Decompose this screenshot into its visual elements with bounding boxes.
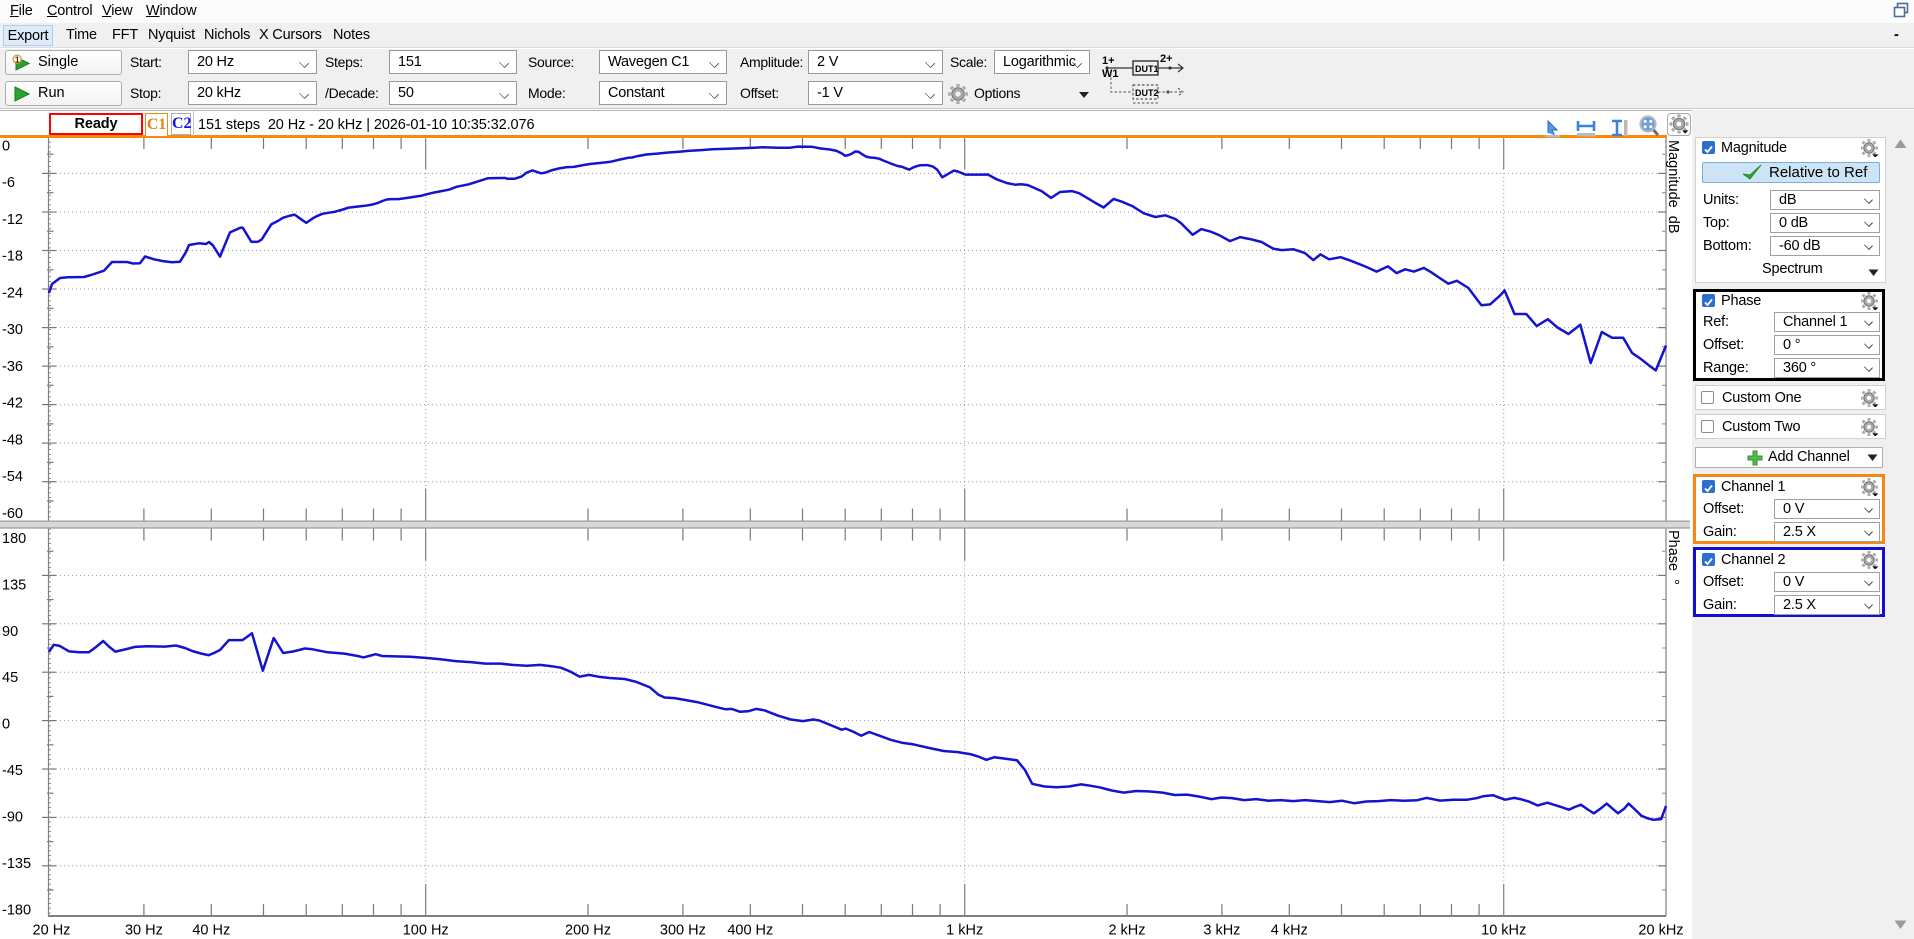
svg-text:3 kHz: 3 kHz	[1203, 923, 1240, 939]
svg-text:40 Hz: 40 Hz	[192, 923, 230, 939]
svg-text:2 kHz: 2 kHz	[1108, 923, 1145, 939]
svg-text:Magnitude dB: Magnitude dB	[1665, 140, 1681, 234]
svg-text:30 Hz: 30 Hz	[125, 923, 163, 939]
svg-text:10 kHz: 10 kHz	[1481, 923, 1526, 939]
svg-text:400 Hz: 400 Hz	[727, 923, 773, 939]
svg-text:-24: -24	[2, 285, 23, 301]
svg-text:-12: -12	[2, 212, 23, 228]
svg-text:4 kHz: 4 kHz	[1271, 923, 1308, 939]
svg-text:1 kHz: 1 kHz	[946, 923, 983, 939]
svg-text:0: 0	[2, 717, 10, 733]
svg-text:20 kHz: 20 kHz	[1638, 923, 1683, 939]
svg-text:-42: -42	[2, 396, 23, 412]
svg-text:DUT1: DUT1	[1135, 64, 1159, 74]
svg-text:-18: -18	[2, 249, 23, 265]
svg-text:0: 0	[2, 138, 10, 154]
svg-text:W1: W1	[1102, 68, 1119, 80]
svg-text:180: 180	[2, 531, 26, 547]
svg-text:-36: -36	[2, 359, 23, 375]
svg-text:-48: -48	[2, 433, 23, 449]
svg-text:1+: 1+	[1102, 55, 1115, 67]
svg-text:-90: -90	[2, 810, 23, 826]
svg-text:1: 1	[15, 54, 20, 64]
svg-text:200 Hz: 200 Hz	[565, 923, 611, 939]
svg-text:90: 90	[2, 624, 18, 640]
svg-text:100 Hz: 100 Hz	[403, 923, 449, 939]
svg-text:Phase °: Phase °	[1665, 530, 1681, 585]
svg-text:45: 45	[2, 670, 18, 686]
svg-text:-60: -60	[2, 506, 23, 522]
svg-text:300 Hz: 300 Hz	[660, 923, 706, 939]
svg-text:DUT2: DUT2	[1135, 88, 1159, 98]
svg-text:-135: -135	[2, 856, 31, 872]
svg-text:20 Hz: 20 Hz	[33, 923, 71, 939]
svg-text:-45: -45	[2, 763, 23, 779]
svg-text:-6: -6	[2, 175, 15, 191]
svg-text:-54: -54	[2, 469, 23, 485]
svg-text:135: 135	[2, 577, 26, 593]
svg-text:-30: -30	[2, 322, 23, 338]
svg-text:2+: 2+	[1160, 53, 1173, 65]
svg-text:-180: -180	[2, 902, 31, 918]
